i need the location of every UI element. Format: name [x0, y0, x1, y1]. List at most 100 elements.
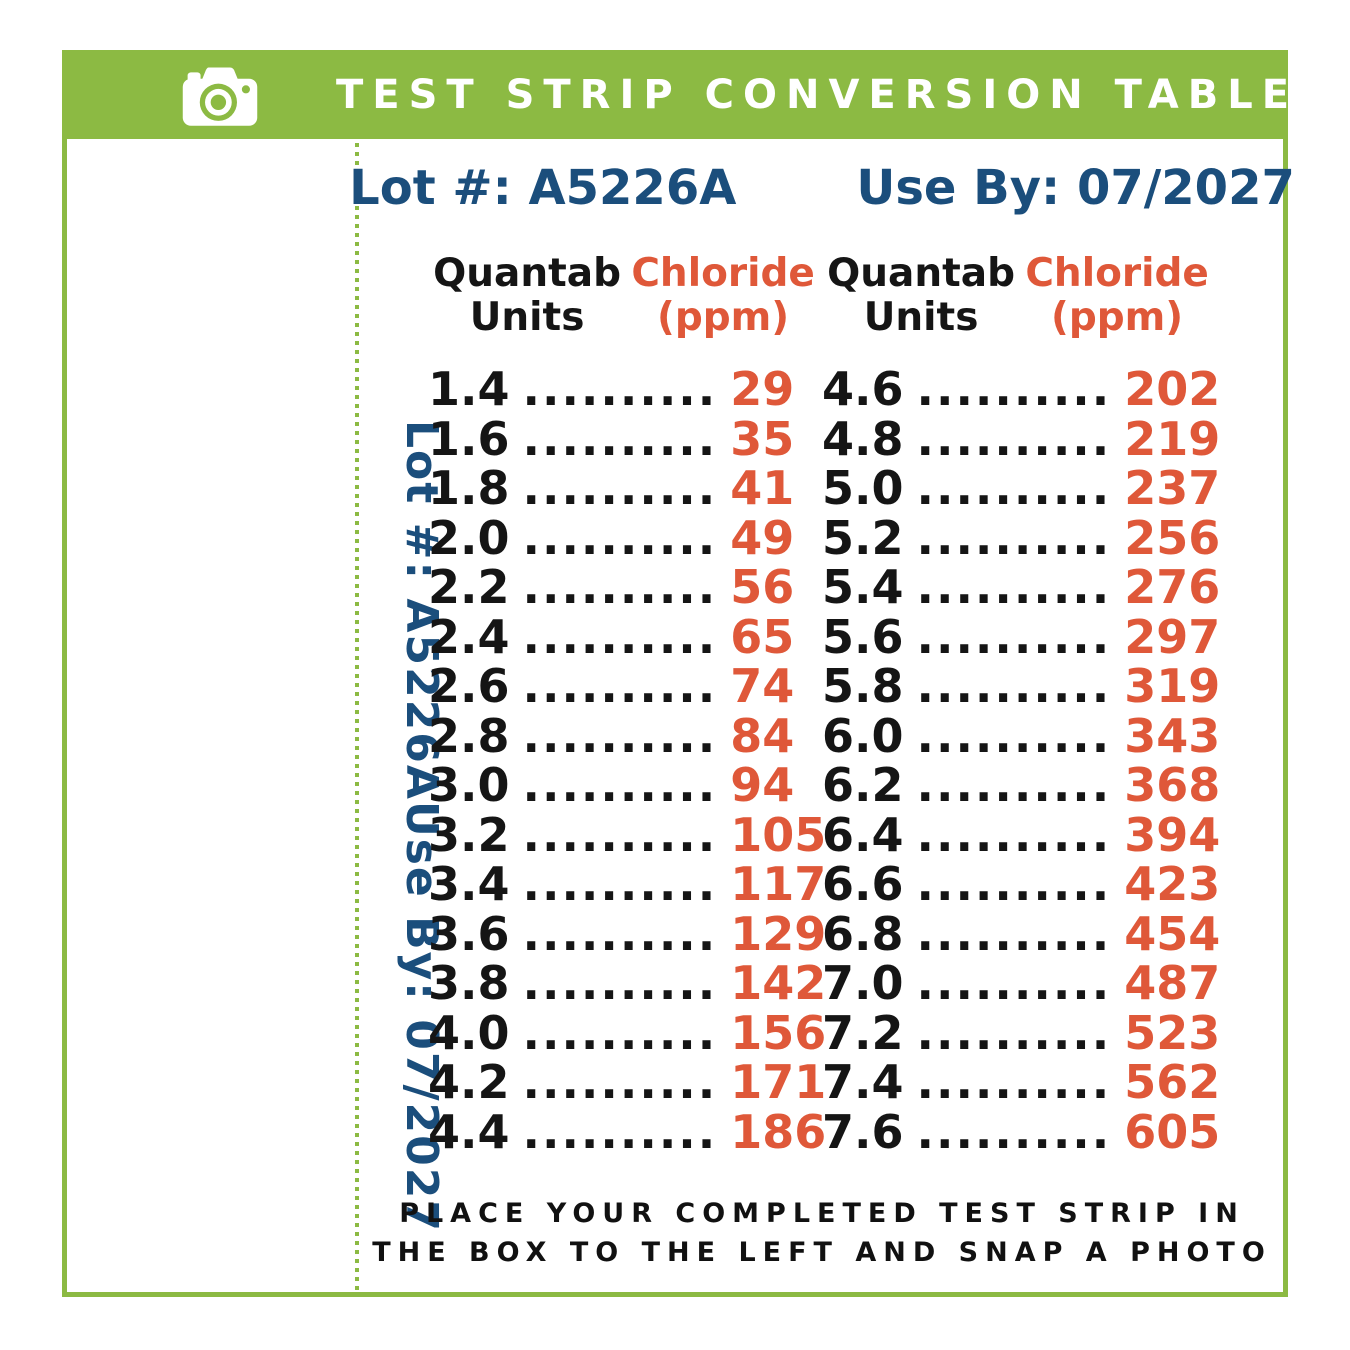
- dot-leader: ..........: [522, 857, 718, 912]
- quantab-units-value: 7.6: [822, 1104, 904, 1159]
- quantab-units-value: 1.4: [428, 362, 510, 417]
- table-row: 2.4.......... 65: [428, 609, 826, 664]
- chloride-ppm-value: 49: [730, 510, 795, 565]
- table-row: 1.8.......... 41: [428, 464, 826, 514]
- chloride-ppm-value: 562: [1124, 1055, 1221, 1110]
- dot-leader: ..........: [916, 1055, 1112, 1110]
- header-line: Units: [469, 294, 585, 340]
- column-headers: Quantab Units Chloride (ppm): [822, 252, 1214, 339]
- quantab-units-value: 6.8: [822, 906, 904, 961]
- dot-leader: ..........: [916, 659, 1112, 714]
- chloride-ppm-value: 487: [1124, 956, 1221, 1011]
- column-headers: Quantab Units Chloride (ppm): [428, 252, 820, 339]
- table-row: 7.4.......... 562: [822, 1058, 1220, 1108]
- use-by-date: Use By: 07/2027: [856, 160, 1295, 216]
- chloride-ppm-value: 256: [1124, 510, 1221, 565]
- chloride-ppm-value: 368: [1124, 758, 1221, 813]
- dot-leader: ..........: [916, 807, 1112, 862]
- table-row: 6.6.......... 423: [822, 860, 1220, 910]
- quantab-units-value: 2.2: [428, 560, 510, 615]
- dot-leader: ..........: [522, 362, 718, 417]
- dot-leader: ..........: [916, 758, 1112, 813]
- table-row: 3.6.......... 129: [428, 906, 826, 961]
- table-row: 3.8.......... 142: [428, 959, 826, 1009]
- table-row: 2.8.......... 84: [428, 708, 826, 763]
- dot-leader: ..........: [916, 956, 1112, 1011]
- dot-leader: ..........: [916, 1005, 1112, 1060]
- table-row: 3.2.......... 105: [428, 807, 826, 862]
- quantab-units-value: 4.8: [822, 411, 904, 466]
- quantab-units-value: 5.0: [822, 461, 904, 516]
- conversion-rows-right: 4.6.......... 202 4.8.......... 219 5.0.....…: [822, 365, 1220, 1157]
- chloride-ppm-value: 117: [730, 857, 827, 912]
- table-row: 5.4.......... 276: [822, 563, 1220, 613]
- table-row: 3.4.......... 117: [428, 860, 826, 910]
- table-row: 7.0.......... 487: [822, 959, 1220, 1009]
- dot-leader: ..........: [522, 708, 718, 763]
- chloride-ppm-value: 523: [1124, 1005, 1221, 1060]
- table-row: 3.0.......... 94: [428, 761, 826, 811]
- dot-leader: ..........: [916, 609, 1112, 664]
- chloride-ppm-value: 605: [1124, 1104, 1221, 1159]
- dot-leader: ..........: [522, 659, 718, 714]
- dot-leader: ..........: [522, 560, 718, 615]
- chloride-ppm-value: 35: [730, 411, 795, 466]
- chloride-ppm-header: Chloride (ppm): [1025, 252, 1209, 339]
- header-line: Chloride: [631, 251, 815, 296]
- chloride-ppm-header: Chloride (ppm): [631, 252, 815, 339]
- quantab-units-value: 3.2: [428, 807, 510, 862]
- quantab-units-value: 7.2: [822, 1005, 904, 1060]
- dot-leader: ..........: [522, 510, 718, 565]
- lot-number: Lot #: A5226A: [349, 160, 737, 216]
- chloride-ppm-value: 219: [1124, 411, 1221, 466]
- dot-leader: ..........: [522, 906, 718, 961]
- dot-leader: ..........: [522, 609, 718, 664]
- dot-leader: ..........: [916, 906, 1112, 961]
- chloride-ppm-value: 171: [730, 1055, 827, 1110]
- table-row: 5.6.......... 297: [822, 609, 1220, 664]
- dot-leader: ..........: [916, 362, 1112, 417]
- table-row: 5.0.......... 237: [822, 464, 1220, 514]
- table-row: 4.8.......... 219: [822, 411, 1221, 466]
- quantab-units-value: 3.4: [428, 857, 510, 912]
- chloride-ppm-value: 41: [730, 461, 795, 516]
- chloride-ppm-value: 454: [1124, 906, 1221, 961]
- chloride-ppm-value: 94: [730, 758, 795, 813]
- quantab-units-value: 6.2: [822, 758, 904, 813]
- table-column-right: Quantab Units Chloride (ppm) 4.6........…: [822, 252, 1220, 1157]
- header-line: Chloride: [1025, 251, 1209, 296]
- table-column-left: Quantab Units Chloride (ppm) 1.4........…: [428, 252, 826, 1157]
- dot-leader: ..........: [916, 560, 1112, 615]
- camera-icon: [182, 67, 258, 126]
- chloride-ppm-value: 276: [1124, 560, 1221, 615]
- quantab-units-value: 7.4: [822, 1055, 904, 1110]
- table-row: 6.8.......... 454: [822, 906, 1221, 961]
- quantab-units-header: Quantab Units: [827, 252, 1015, 339]
- quantab-units-value: 2.4: [428, 609, 510, 664]
- table-row: 6.2.......... 368: [822, 761, 1220, 811]
- chloride-ppm-value: 29: [730, 362, 795, 417]
- quantab-units-value: 4.6: [822, 362, 904, 417]
- table-row: 7.6.......... 605: [822, 1104, 1221, 1159]
- quantab-units-value: 4.2: [428, 1055, 510, 1110]
- quantab-units-value: 3.8: [428, 956, 510, 1011]
- side-use-by-date: Use By: 07/2027: [396, 800, 447, 1233]
- chloride-ppm-value: 319: [1124, 659, 1221, 714]
- table-row: 2.2.......... 56: [428, 563, 826, 613]
- header-line: Units: [863, 294, 979, 340]
- quantab-units-value: 2.6: [428, 659, 510, 714]
- dot-leader: ..........: [522, 1055, 718, 1110]
- quantab-units-value: 3.0: [428, 758, 510, 813]
- dot-leader: ..........: [522, 758, 718, 813]
- dot-leader: ..........: [916, 708, 1112, 763]
- instruction-line-2: THE BOX TO THE LEFT AND SNAP A PHOTO: [372, 1237, 1272, 1268]
- quantab-units-value: 5.6: [822, 609, 904, 664]
- header-line: Quantab: [433, 251, 622, 296]
- chloride-ppm-value: 237: [1124, 461, 1221, 516]
- quantab-units-header: Quantab Units: [433, 252, 621, 339]
- quantab-units-value: 1.6: [428, 411, 510, 466]
- quantab-units-value: 2.0: [428, 510, 510, 565]
- table-row: 2.0.......... 49: [428, 510, 826, 565]
- chloride-ppm-value: 394: [1124, 807, 1221, 862]
- table-row: 2.6.......... 74: [428, 662, 826, 712]
